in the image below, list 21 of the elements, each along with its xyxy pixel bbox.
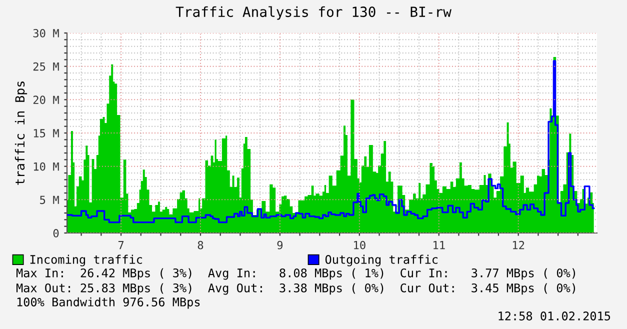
text: 12:58 01.02.2015 (498, 312, 610, 320)
y-tick-label: 20 M (33, 96, 59, 104)
text: Max In: 26.42 MBps ( 3%) Avg In: 8.08 MBps ( 1%) Cur In: 3.77 MBps ( 0%) (16, 268, 576, 280)
x-tick-label: 12 (512, 240, 524, 250)
legend-label: Outgoing traffic (325, 254, 438, 266)
text: 100% Bandwidth 976.56 MBps (17, 297, 200, 309)
legend-label: Incoming traffic (30, 254, 142, 266)
y-tick-label: 15 M (34, 129, 59, 138)
y-tick-label: 5 M (40, 196, 59, 204)
chart-title: Traffic Analysis for 130 -- BI-rw (176, 6, 452, 20)
y-axis-title: traffic in Bps (14, 82, 28, 185)
y-tick-label: 10 M (34, 162, 59, 171)
y-tick-label: 25 M (33, 62, 59, 71)
y-tick-label: 30 M (33, 29, 59, 38)
y-tick-label: 0 (53, 229, 59, 238)
x-tick-label: 8 (198, 240, 204, 250)
text: Max Out: 25.83 MBps ( 3%) Avg Out: 3.38 MBps ( 0%) Cur Out: 3.45 MBps ( 0%) (16, 283, 576, 295)
x-tick-label: 11 (434, 241, 445, 250)
x-tick-label: 7 (118, 241, 124, 250)
x-tick-label: 9 (277, 240, 283, 250)
x-tick-label: 10 (354, 240, 366, 250)
